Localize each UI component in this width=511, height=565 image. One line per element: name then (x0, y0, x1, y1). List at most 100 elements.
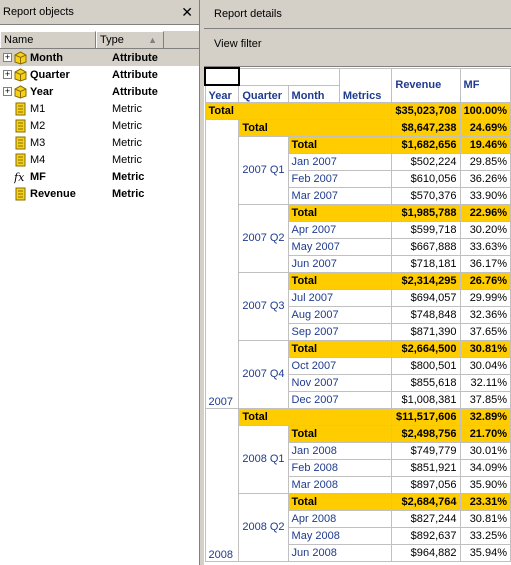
object-row-m3[interactable]: M3 Metric (0, 134, 199, 151)
attribute-icon (14, 84, 27, 99)
month-mf: 29.85% (459, 152, 511, 171)
attribute-icon (14, 50, 27, 65)
view-filter-label[interactable]: View filter (214, 38, 262, 50)
object-row-mf[interactable]: fx MF Metric (0, 168, 199, 185)
object-row-revenue[interactable]: Revenue Metric (0, 185, 199, 202)
quarter-total-mf: 30.81% (459, 339, 511, 358)
quarter-total-mf: 22.96% (459, 203, 511, 222)
close-icon[interactable]: ✕ (181, 3, 193, 20)
month-mf: 29.99% (459, 288, 511, 307)
month-mf: 30.04% (459, 356, 511, 375)
month-row: May 2008 $892,637 33.25% (205, 526, 511, 545)
quarter-total-row: 2007 Q4 Total $2,664,500 30.81% (205, 339, 511, 409)
tab-report-details[interactable]: Report details (214, 8, 282, 20)
column-type-header[interactable]: Type ▲ (96, 31, 164, 48)
expand-icon[interactable]: + (3, 52, 12, 62)
month-cell: Apr 2007 (287, 220, 393, 239)
quarter-total-row: 2008 Q2 Total $2,684,764 23.31% (205, 492, 511, 562)
year-total-label: Total (238, 118, 393, 137)
report-details-pane: Report details View filter Metrics Revenu… (204, 0, 511, 565)
object-type: Attribute (112, 85, 158, 98)
object-name: M4 (30, 153, 46, 166)
month-cell: Jun 2008 (287, 543, 393, 562)
object-name: Quarter (30, 68, 70, 81)
year-header[interactable]: Year (204, 84, 240, 103)
quarter-cell: 2007 Q4 (238, 339, 289, 409)
object-row-m4[interactable]: M4 Metric (0, 151, 199, 168)
quarter-total-row: 2008 Q1 Total $2,498,756 21.70% (205, 424, 511, 494)
expand-icon[interactable]: + (3, 69, 12, 79)
month-row: Oct 2007 $800,501 30.04% (205, 356, 511, 375)
object-row-m1[interactable]: M1 Metric (0, 100, 199, 117)
month-row: Mar 2007 $570,376 33.90% (205, 186, 511, 205)
month-revenue: $892,637 (391, 526, 461, 545)
sort-ascending-icon: ▲ (148, 35, 157, 45)
month-mf: 32.36% (459, 305, 511, 324)
month-mf: 30.01% (459, 441, 511, 460)
column-name-header[interactable]: Name (0, 31, 96, 48)
object-name: M1 (30, 102, 46, 115)
month-row: Jun 2008 $964,882 35.94% (205, 543, 511, 562)
month-cell: Jan 2007 (287, 152, 393, 171)
formula-icon: fx (13, 170, 27, 184)
month-cell: Mar 2007 (287, 186, 393, 205)
quarter-total-revenue: $1,985,788 (391, 203, 461, 222)
objects-list: + Month Attribute + Quarter Attribute + Year Att… (0, 49, 199, 202)
month-revenue: $964,882 (391, 543, 461, 562)
object-name: M3 (30, 136, 46, 149)
spacer (3, 172, 12, 181)
object-row-quarter[interactable]: + Quarter Attribute (0, 66, 199, 83)
spacer (3, 104, 12, 113)
year-total-mf: 24.69% (459, 118, 511, 137)
quarter-header[interactable]: Quarter (238, 84, 289, 103)
metric-icon (14, 153, 27, 167)
spacer (3, 121, 12, 130)
month-header[interactable]: Month (287, 84, 340, 103)
month-revenue: $800,501 (391, 356, 461, 375)
month-mf: 33.63% (459, 237, 511, 256)
quarter-total-revenue: $2,498,756 (391, 424, 461, 443)
month-cell: Dec 2007 (287, 390, 393, 409)
column-type-label: Type (100, 34, 124, 46)
metrics-header: Metrics (338, 67, 393, 103)
mf-header[interactable]: MF (459, 67, 511, 103)
header-spacer (238, 67, 340, 86)
quarter-cell: 2008 Q1 (238, 424, 289, 494)
month-cell: Jun 2007 (287, 254, 393, 273)
object-row-year[interactable]: + Year Attribute (0, 83, 199, 100)
month-row: Dec 2007 $1,008,381 37.85% (205, 390, 511, 409)
month-row: Feb 2008 $851,921 34.09% (205, 458, 511, 477)
month-revenue: $694,057 (391, 288, 461, 307)
object-name: Month (30, 51, 63, 64)
quarter-total-mf: 26.76% (459, 271, 511, 290)
month-revenue: $897,056 (391, 475, 461, 494)
month-mf: 34.09% (459, 458, 511, 477)
quarter-total-mf: 23.31% (459, 492, 511, 511)
expand-icon[interactable]: + (3, 86, 12, 96)
quarter-cell: 2007 Q2 (238, 203, 289, 273)
year-cell: 2008 (204, 407, 240, 562)
month-mf: 30.81% (459, 509, 511, 528)
month-cell: Feb 2007 (287, 169, 393, 188)
grand-total-label: Total (204, 101, 393, 120)
object-name: MF (30, 170, 46, 183)
month-cell: Nov 2007 (287, 373, 393, 392)
object-row-m2[interactable]: M2 Metric (0, 117, 199, 134)
month-mf: 35.90% (459, 475, 511, 494)
object-row-month[interactable]: + Month Attribute (0, 49, 199, 66)
month-cell: Jan 2008 (287, 441, 393, 460)
month-revenue: $610,056 (391, 169, 461, 188)
revenue-header[interactable]: Revenue (391, 67, 461, 103)
attribute-icon (14, 67, 27, 82)
quarter-cell: 2008 Q2 (238, 492, 289, 562)
object-type: Attribute (112, 68, 158, 81)
spacer (3, 189, 12, 198)
month-revenue: $570,376 (391, 186, 461, 205)
month-revenue: $871,390 (391, 322, 461, 341)
month-mf: 33.90% (459, 186, 511, 205)
month-revenue: $748,848 (391, 305, 461, 324)
month-cell: Apr 2008 (287, 509, 393, 528)
object-type: Metric (112, 187, 145, 200)
report-details-header: Report details (204, 0, 511, 29)
grand-total-row: Total $35,023,708 100.00% (204, 101, 511, 120)
